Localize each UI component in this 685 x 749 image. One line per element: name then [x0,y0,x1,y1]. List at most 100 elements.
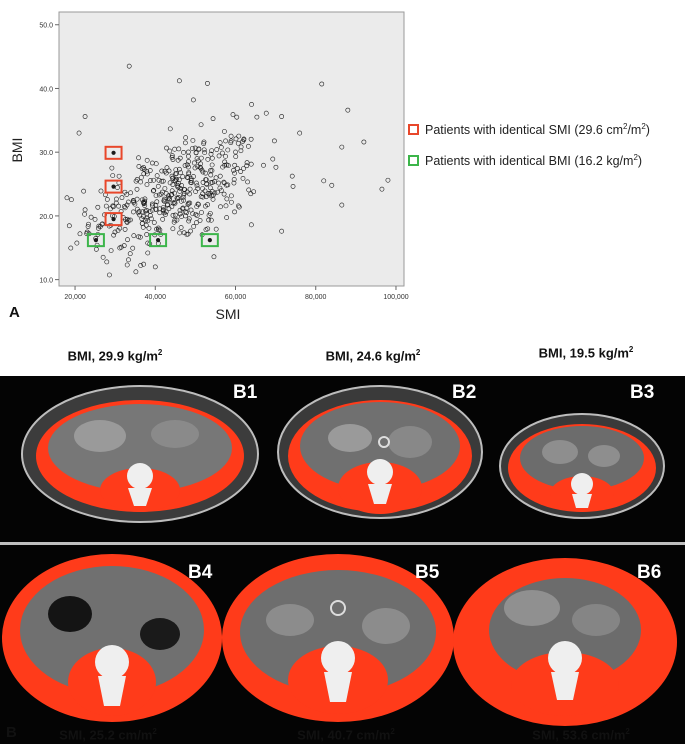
data-point [159,168,165,174]
data-point [136,155,141,161]
data-point [189,180,194,186]
data-point [167,148,173,154]
data-point [339,144,345,150]
data-point [88,214,94,220]
data-point [194,156,200,161]
data-point [248,161,254,167]
x-tick-label: 40,000 [145,294,167,301]
data-point [170,200,176,206]
ct-label-b1: B1 [233,382,258,403]
data-point [68,245,74,251]
data-point [82,114,88,119]
data-point [206,212,212,218]
data-point [205,226,211,232]
data-point [329,182,335,188]
data-point [208,180,214,185]
data-point [197,218,203,223]
top-caption-2: BMI, 24.6 kg/m2 [325,348,421,364]
data-point [118,244,124,250]
ct-image-grid: B1 B2 B3 B4 B5 B6 [0,376,685,744]
bmi-highlight-box [149,233,168,248]
data-point [182,187,188,193]
data-point [240,139,246,144]
data-point [246,143,251,149]
data-point [181,150,186,155]
data-point [177,188,183,194]
data-point [184,232,190,237]
data-point [103,203,109,209]
data-point [228,199,234,205]
data-point [263,110,269,116]
data-point [136,164,142,169]
data-point [155,225,161,231]
data-point [104,197,110,202]
bottom-caption-2: SMI, 40.7 cm/m2 [297,727,395,743]
data-point [203,170,208,176]
legend-item-smi: Patients with identical SMI (29.6 cm2/m2… [408,122,650,137]
data-point [141,261,147,267]
data-point [202,150,208,155]
top-caption-3: BMI, 19.5 kg/m2 [538,345,634,361]
data-point [142,198,148,204]
data-point [96,223,102,229]
data-point [195,201,201,207]
data-point [130,245,136,251]
data-point [186,170,192,175]
data-point [232,209,237,215]
data-point [217,173,223,179]
bmi-highlight-box [86,233,105,248]
y-tick-label: 10.0 [39,278,53,285]
data-point [124,219,130,225]
data-point [191,174,196,179]
data-point [134,177,140,182]
data-point [148,178,153,183]
legend-label-bmi: Patients with identical BMI (16.2 kg/m2) [425,153,643,169]
data-point [196,202,201,207]
ct-label-b6: B6 [637,562,662,583]
data-point [183,135,189,141]
data-point [182,163,188,168]
y-tick-label: 50.0 [39,23,53,30]
data-point [172,178,178,184]
data-point [194,213,200,218]
data-point [153,193,159,198]
data-point [361,139,367,145]
data-point [190,97,196,103]
data-point [161,210,167,216]
data-point [162,199,168,204]
data-point [272,138,277,144]
data-point [201,147,207,153]
ct-label-b2: B2 [452,382,477,403]
data-point [345,107,351,113]
data-point [121,243,127,249]
ct-scan-b1 [21,385,259,523]
data-point [111,232,117,238]
y-tick-label: 30.0 [39,150,53,157]
data-point [191,223,197,229]
data-point [98,188,104,194]
data-point [125,237,130,243]
data-point [107,272,112,278]
data-point [182,140,188,146]
data-point [213,226,219,232]
data-point [148,213,153,218]
data-point [178,198,184,204]
data-point [233,149,238,155]
data-point [172,217,178,223]
data-point [172,212,178,218]
data-point [339,202,345,208]
data-point [210,192,216,198]
data-point [205,156,211,162]
data-point [181,192,187,198]
data-point [210,116,216,122]
data-point [167,126,173,132]
highlighted-point [111,150,116,155]
data-point [279,228,285,234]
data-point [194,180,199,186]
data-point [86,221,91,227]
data-point [76,130,82,136]
data-point [116,203,121,209]
data-point [199,210,204,215]
panel-a-label: A [9,304,20,321]
data-point [174,217,180,223]
